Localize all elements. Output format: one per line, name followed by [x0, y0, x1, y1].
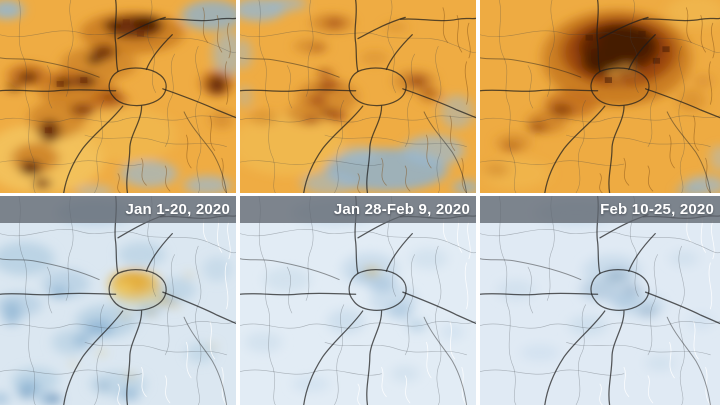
- date-label-3: Feb 10-25, 2020: [600, 201, 714, 218]
- no2-high-map-3: [480, 0, 720, 193]
- map-panel-top-left: [0, 0, 236, 193]
- date-band-1: Jan 1-20, 2020: [0, 196, 236, 223]
- no2-high-map-1: [0, 0, 236, 193]
- no2-low-map-2: [240, 196, 476, 405]
- date-band-2: Jan 28-Feb 9, 2020: [240, 196, 476, 223]
- map-panel-top-right: [480, 0, 720, 193]
- map-panel-top-middle: [240, 0, 476, 193]
- date-band-3: Feb 10-25, 2020: [480, 196, 720, 223]
- date-label-1: Jan 1-20, 2020: [125, 201, 230, 218]
- no2-low-map-1: [0, 196, 236, 405]
- date-label-2: Jan 28-Feb 9, 2020: [333, 201, 470, 218]
- map-panel-bottom-middle: Jan 28-Feb 9, 2020: [240, 196, 476, 405]
- map-panel-bottom-left: Jan 1-20, 2020: [0, 196, 236, 405]
- no2-high-map-2: [240, 0, 476, 193]
- no2-low-map-3: [480, 196, 720, 405]
- map-panel-bottom-right: Feb 10-25, 2020: [480, 196, 720, 405]
